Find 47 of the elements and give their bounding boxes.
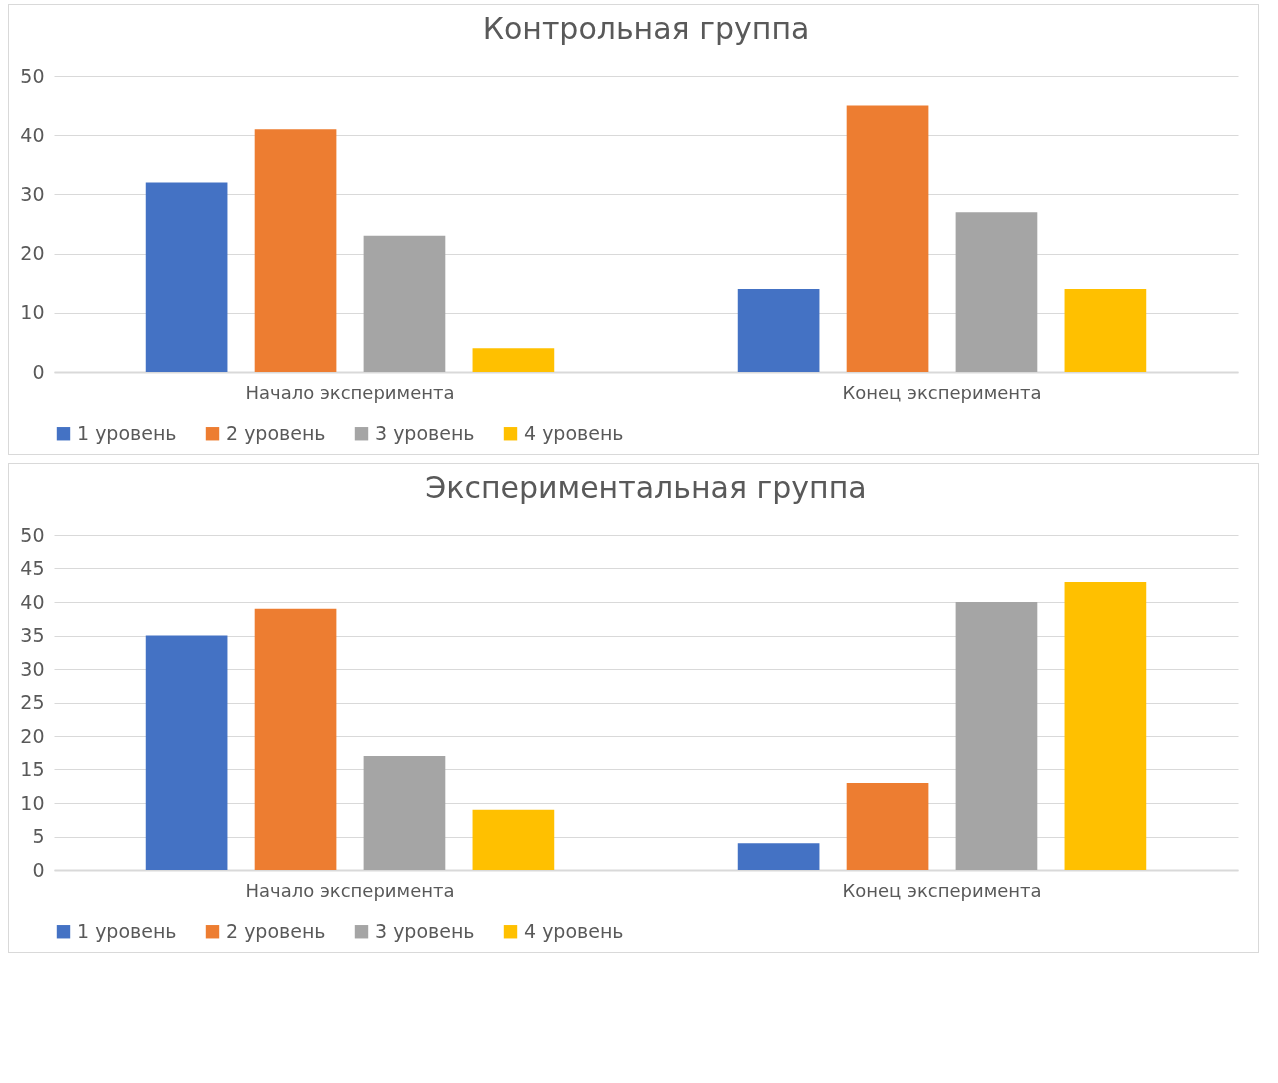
y-tick-label: 15 <box>20 758 45 780</box>
legend-label: 2 уровень <box>226 421 326 444</box>
y-tick-label: 20 <box>20 242 45 265</box>
y-tick-label: 40 <box>20 123 45 146</box>
chart-title: Экспериментальная группа <box>425 470 867 505</box>
bar <box>472 809 555 870</box>
bar <box>955 602 1038 870</box>
legend-label: 3 уровень <box>375 919 475 942</box>
bar <box>846 782 929 870</box>
bar <box>254 608 337 870</box>
y-tick-label: 5 <box>32 825 45 847</box>
legend-label: 4 уровень <box>524 919 624 942</box>
y-tick-label: 50 <box>20 523 45 546</box>
bar <box>846 105 929 372</box>
y-tick-label: 30 <box>20 657 45 680</box>
x-tick-label: Конец эксперимента <box>842 879 1042 901</box>
bar <box>254 129 337 372</box>
bar <box>737 289 820 372</box>
x-tick-label: Начало эксперимента <box>245 381 455 403</box>
chart-title: Контрольная группа <box>482 11 810 46</box>
legend-label: 1 уровень <box>77 421 177 444</box>
bar <box>1064 289 1147 372</box>
bar <box>737 843 820 870</box>
y-tick-label: 50 <box>20 64 45 87</box>
bar <box>955 212 1038 372</box>
bar <box>363 235 446 372</box>
x-tick-label: Конец эксперимента <box>842 381 1042 403</box>
legend-label: 3 уровень <box>375 421 475 444</box>
bar <box>472 348 555 372</box>
legend-label: 4 уровень <box>524 421 624 444</box>
bar <box>1064 581 1147 870</box>
y-tick-label: 10 <box>20 301 45 324</box>
legend-label: 1 уровень <box>77 919 177 942</box>
y-tick-label: 0 <box>32 360 45 383</box>
legend-label: 2 уровень <box>226 919 326 942</box>
x-tick-label: Начало эксперимента <box>245 879 455 901</box>
y-tick-label: 30 <box>20 182 45 205</box>
bar <box>145 182 228 372</box>
y-tick-label: 40 <box>20 590 45 613</box>
y-tick-label: 25 <box>20 691 45 713</box>
bar <box>145 635 228 870</box>
y-tick-label: 10 <box>20 791 45 814</box>
y-tick-label: 20 <box>20 724 45 747</box>
y-tick-label: 0 <box>32 858 45 881</box>
y-tick-label: 35 <box>20 624 45 646</box>
bar <box>363 756 446 870</box>
y-tick-label: 45 <box>20 557 45 579</box>
